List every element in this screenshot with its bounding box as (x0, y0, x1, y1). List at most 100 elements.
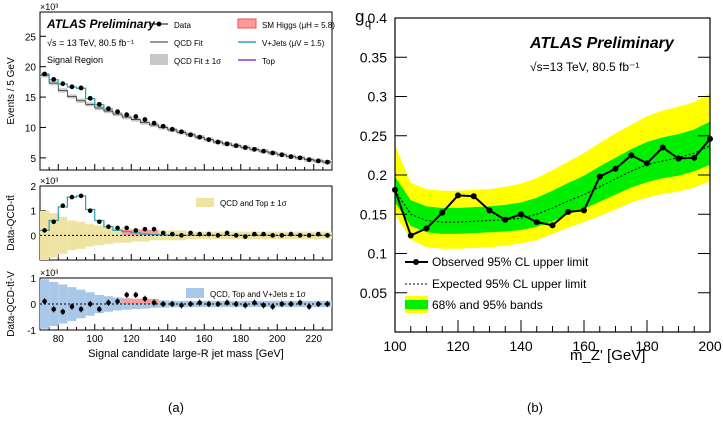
data-point (96, 101, 102, 107)
expected-limit-line (394, 145, 711, 223)
data-point (78, 85, 84, 91)
data-point (243, 303, 248, 308)
caption-b: (b) (527, 400, 543, 415)
legend-higgs-swatch (237, 18, 257, 29)
data-point (215, 139, 221, 145)
observed-point (644, 160, 650, 167)
observed-point (423, 225, 430, 232)
higgs-bin (122, 229, 132, 236)
data-point (297, 155, 303, 161)
data-point (206, 301, 212, 307)
data-point (42, 71, 47, 77)
y-tick-label: 0 (30, 231, 36, 242)
data-point (297, 233, 303, 238)
y-tick-label: 25 (25, 32, 37, 43)
x-tick-label: 200 (698, 338, 722, 354)
observed-point (407, 232, 414, 239)
data-point (306, 304, 312, 309)
data-point (297, 300, 303, 306)
data-point (87, 301, 93, 307)
legend-band-swatch (196, 198, 214, 207)
y-tick-label: 2 (30, 182, 36, 193)
data-point (325, 233, 330, 238)
plot-frame (39, 11, 333, 171)
observed-point (486, 207, 493, 214)
band-bin (94, 294, 104, 314)
energy-label-a: √s = 13 TeV, 80.5 fb⁻¹ (47, 38, 134, 48)
higgs-bin (140, 229, 150, 236)
y-axis-label-subscript: q (365, 18, 371, 30)
x-tick-label: 200 (269, 334, 286, 345)
band-bin (58, 284, 68, 324)
data-point (306, 233, 312, 238)
y-axis-label: Events / 5 GeV (6, 57, 17, 125)
observed-point (455, 192, 461, 199)
data-point (160, 230, 166, 236)
higgs-bin (131, 298, 141, 304)
data-point (133, 228, 139, 233)
data-point (316, 231, 321, 237)
x-tick-label: 180 (635, 338, 659, 354)
data-point (133, 292, 139, 298)
data-point (261, 231, 266, 237)
y-tick-label: 0.35 (360, 49, 387, 65)
legend-observed-label: Observed 95% CL upper limit (432, 255, 589, 269)
data-point (197, 134, 203, 140)
y-exponent: ×10³ (40, 176, 58, 186)
legend-label: QCD Fit ± 1σ (174, 57, 221, 66)
data-point (233, 301, 239, 307)
data-point (325, 159, 330, 165)
data-point (115, 109, 120, 115)
data-point (106, 106, 111, 112)
y-tick-label: -1 (27, 326, 36, 337)
observed-point (596, 173, 603, 180)
data-point (206, 231, 212, 237)
qcd-top-band-bin (85, 224, 95, 247)
energy-label-b: √s=13 TeV, 80.5 fb⁻¹ (530, 60, 639, 74)
x-tick-label: 100 (86, 334, 103, 345)
data-point (160, 301, 166, 307)
data-point (160, 123, 166, 129)
data-point (224, 230, 230, 236)
y-exponent: ×10³ (40, 2, 58, 12)
qcd-top-band-bin (131, 229, 141, 242)
data-point (224, 300, 230, 306)
data-point (151, 120, 157, 126)
atlas-label-b: ATLAS Preliminary (529, 35, 675, 52)
observed-point (533, 219, 540, 226)
qcd-top-band-bin (122, 227, 132, 243)
legend-label: Data (174, 21, 191, 30)
x-tick-label: 160 (196, 334, 213, 345)
y-axis-label: Data-QCD-tt̄ (5, 195, 17, 251)
observed-point (439, 209, 446, 216)
atlas-label-a: ATLAS Preliminary (46, 17, 156, 31)
data-point (270, 304, 275, 309)
data-point (97, 219, 102, 225)
data-point (142, 296, 148, 302)
data-point (233, 143, 239, 149)
data-point (69, 304, 75, 309)
y-tick-label: 0.4 (368, 10, 388, 26)
observed-point (565, 208, 572, 215)
data-point (106, 300, 111, 306)
data-point (69, 194, 75, 200)
data-point (243, 234, 248, 239)
observed-point (502, 216, 509, 223)
y-tick-label: 0.2 (368, 167, 388, 183)
data-point (106, 224, 111, 229)
y-axis-label: g (355, 7, 364, 26)
y-exponent: ×10³ (40, 268, 58, 278)
data-point (252, 300, 257, 306)
data-point (288, 154, 294, 160)
observed-point (470, 193, 477, 200)
data-point (316, 301, 321, 307)
data-point (124, 112, 130, 118)
observed-point (628, 152, 635, 159)
data-point (60, 309, 66, 315)
data-point (87, 95, 93, 101)
y-tick-label: 0.3 (368, 89, 388, 105)
data-point (142, 117, 148, 122)
data-point (115, 225, 120, 231)
region-label: Signal Region (47, 55, 103, 65)
